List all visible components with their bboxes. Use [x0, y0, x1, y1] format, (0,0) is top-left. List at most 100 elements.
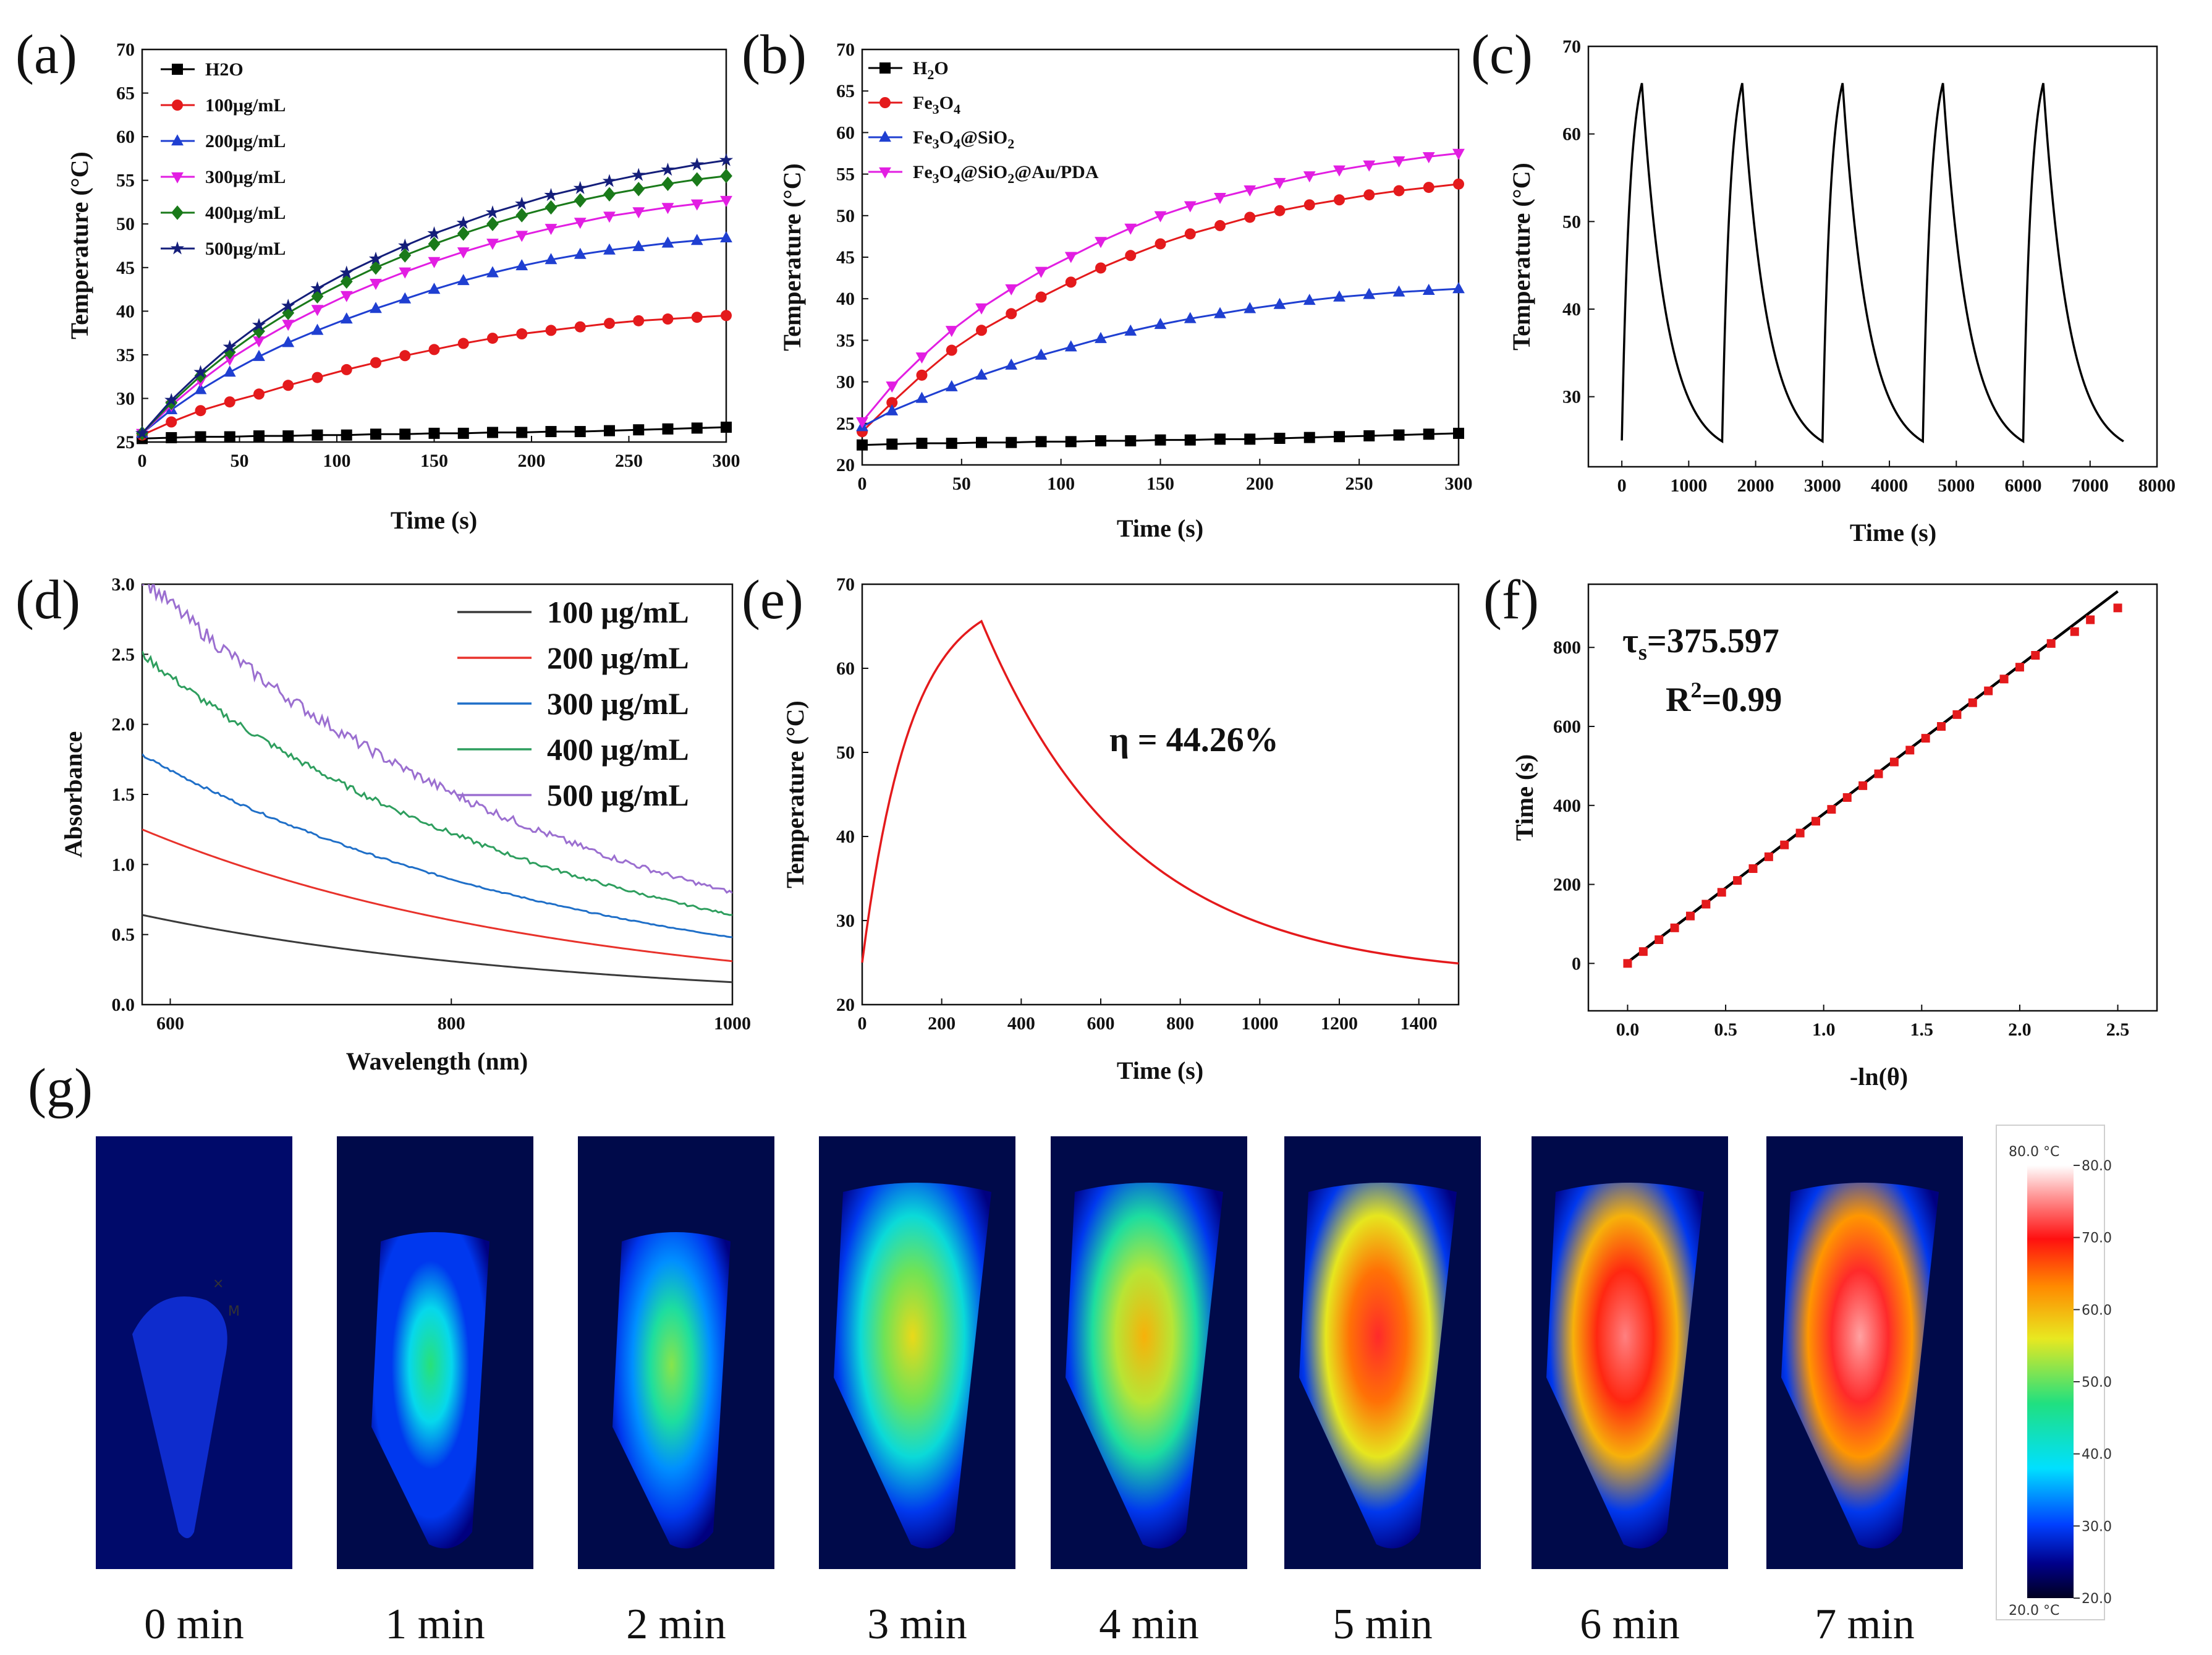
data-point [171, 172, 184, 184]
data-point [516, 427, 528, 438]
y-tick-label: 30 [116, 388, 135, 409]
x-tick-label: 200 [928, 1013, 956, 1034]
y-axis-label: Time (s) [1511, 754, 1538, 841]
series-line [1621, 83, 2124, 444]
panel-label-a: (a) [15, 24, 77, 85]
data-point [1065, 276, 1077, 288]
chart-f: -ln(θ) Time (s) τs=375.597 R2=0.99 0.0 0.… [1511, 583, 2158, 1091]
data-point [945, 326, 958, 338]
legend-label-part: 4 [954, 101, 960, 117]
data-point [2015, 663, 2024, 672]
data-point [1095, 262, 1106, 274]
r2-annotation: R2=0.99 [1666, 678, 1782, 719]
data-point [1244, 302, 1256, 313]
x-tick-label: 6000 [2005, 475, 2042, 496]
x-tick-label: 0 [858, 1013, 867, 1034]
data-point [457, 274, 470, 286]
y-tick-label: 40 [836, 289, 855, 309]
thermal-time-label: 4 min [1099, 1601, 1198, 1648]
data-point [916, 369, 928, 381]
data-point [545, 426, 557, 438]
thermal-sample [132, 1296, 227, 1538]
data-point [1244, 211, 1256, 223]
y-tick-label: 1.0 [112, 854, 135, 875]
panel-label-f: (f) [1483, 569, 1539, 631]
data-point [223, 344, 236, 360]
data-point [946, 344, 957, 356]
data-point [515, 197, 529, 210]
data-point [856, 417, 868, 428]
data-point [223, 354, 236, 366]
x-axis-label: Time (s) [1117, 1057, 1203, 1084]
data-point [1064, 252, 1077, 263]
data-point [282, 336, 295, 347]
data-point [1453, 178, 1464, 190]
data-point [253, 430, 265, 442]
panel-label-d: (d) [15, 569, 80, 631]
data-point [224, 396, 235, 408]
data-point [223, 365, 236, 377]
data-point [886, 381, 899, 393]
x-tick-label: 150 [1146, 474, 1174, 494]
data-point [1638, 947, 1648, 956]
y-tick-label: 0.5 [112, 925, 135, 945]
thermal-time-label: 0 min [144, 1601, 244, 1648]
data-point [487, 333, 498, 344]
data-point [172, 64, 183, 75]
y-axis-label: Temperature (°C) [778, 163, 806, 351]
series-line [142, 828, 732, 963]
series-line [142, 753, 732, 938]
data-point [573, 181, 587, 194]
data-point [282, 320, 295, 331]
x-tick-label: 800 [438, 1013, 465, 1034]
data-point [1842, 793, 1852, 802]
data-point [691, 312, 703, 323]
data-point [1858, 781, 1868, 790]
data-point [633, 315, 645, 326]
data-point [916, 438, 928, 449]
data-point [603, 187, 616, 202]
data-point [1392, 285, 1405, 297]
legend-label-part: 2 [1007, 171, 1014, 186]
data-point [1392, 156, 1405, 168]
x-axis-label: Time (s) [1850, 519, 1936, 547]
data-point [515, 259, 528, 271]
legend-label: 400μg/mL [205, 203, 286, 223]
data-point [1244, 185, 1256, 197]
data-point [1303, 294, 1316, 305]
x-axis-label: -ln(θ) [1850, 1063, 1908, 1091]
y-tick-label: 55 [836, 164, 855, 185]
data-point [545, 200, 557, 215]
data-point [1124, 324, 1137, 336]
panel-label-c: (c) [1471, 24, 1533, 85]
data-point [253, 388, 265, 400]
series-line [141, 159, 727, 434]
legend-label: H2O [913, 58, 949, 82]
thermal-sample [1299, 1183, 1457, 1549]
data-point [428, 257, 441, 268]
data-point [487, 427, 498, 438]
data-point [1333, 290, 1345, 302]
x-tick-label: 200 [518, 451, 546, 471]
x-tick-label: 100 [323, 451, 351, 471]
legend-label: Fe3O4@SiO2@Au/PDA [913, 162, 1099, 186]
data-point [976, 436, 987, 448]
data-point [721, 422, 732, 433]
data-point [1423, 428, 1434, 440]
data-point [427, 226, 441, 240]
data-point [341, 364, 352, 375]
y-tick-label: 2.5 [112, 644, 135, 665]
data-point [1155, 434, 1166, 446]
data-point [428, 344, 440, 355]
y-axis-label: Absorbance [59, 731, 87, 857]
y-tick-label: 60 [836, 658, 855, 679]
data-point [370, 260, 382, 275]
x-tick-label: 300 [1445, 474, 1473, 494]
data-point [1655, 935, 1664, 944]
temperature-colorbar: 80.0 °C 20.0 °C 80.0 70.0 60.0 50.0 40.0 30.0… [1996, 1125, 2112, 1620]
y-tick-label: 30 [1562, 387, 1581, 407]
legend-label-part: 3 [933, 101, 939, 117]
data-point [1812, 817, 1820, 826]
data-point [193, 365, 208, 378]
thermal-time-label: 1 min [385, 1601, 485, 1648]
